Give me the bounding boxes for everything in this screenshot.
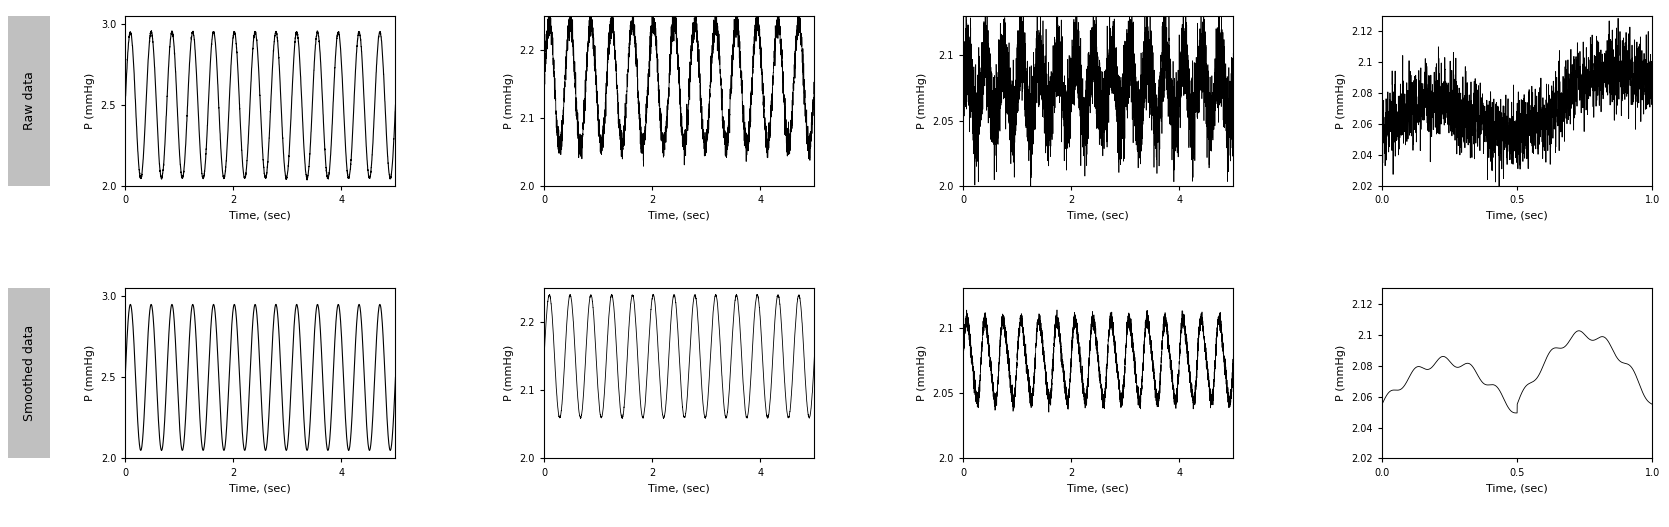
Y-axis label: P (mmHg): P (mmHg) xyxy=(504,73,514,129)
Y-axis label: P (mmHg): P (mmHg) xyxy=(504,345,514,402)
Y-axis label: P (mmHg): P (mmHg) xyxy=(1335,345,1345,402)
X-axis label: Time, (sec): Time, (sec) xyxy=(1487,211,1549,221)
Y-axis label: P (mmHg): P (mmHg) xyxy=(916,73,926,129)
X-axis label: Time, (sec): Time, (sec) xyxy=(229,483,290,493)
X-axis label: Time, (sec): Time, (sec) xyxy=(648,483,709,493)
Y-axis label: P (mmHg): P (mmHg) xyxy=(916,345,926,402)
X-axis label: Time, (sec): Time, (sec) xyxy=(229,211,290,221)
X-axis label: Time, (sec): Time, (sec) xyxy=(1068,211,1130,221)
Y-axis label: P (mmHg): P (mmHg) xyxy=(1335,73,1345,129)
Text: Raw data: Raw data xyxy=(23,72,35,130)
X-axis label: Time, (sec): Time, (sec) xyxy=(648,211,709,221)
X-axis label: Time, (sec): Time, (sec) xyxy=(1487,483,1549,493)
Y-axis label: P (mmHg): P (mmHg) xyxy=(85,73,95,129)
X-axis label: Time, (sec): Time, (sec) xyxy=(1068,483,1130,493)
Y-axis label: P (mmHg): P (mmHg) xyxy=(85,345,95,402)
Text: Smoothed data: Smoothed data xyxy=(23,325,35,422)
